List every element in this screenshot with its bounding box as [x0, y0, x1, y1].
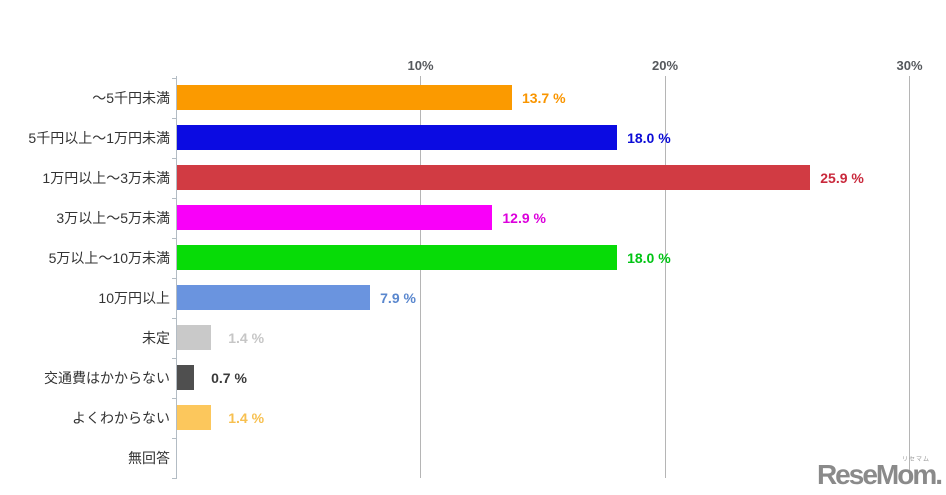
category-label: 無回答: [128, 450, 170, 466]
y-axis-tick: [172, 278, 177, 279]
category-label: 3万以上～5万未満: [56, 210, 170, 226]
logo-ruby-text: リセマム: [901, 457, 930, 463]
bar: [177, 165, 811, 190]
y-axis-tick: [172, 318, 177, 319]
category-label: よくわからない: [72, 410, 170, 426]
gridline-20%: [664, 76, 666, 478]
category-label: 1万円以上～3万未満: [42, 170, 170, 186]
category-label: 5万以上～10万未満: [48, 250, 170, 266]
value-label: 1.4 %: [228, 410, 265, 426]
x-axis-tick-label: 20%: [651, 58, 679, 73]
category-label: 5千円以上～1万円未満: [28, 130, 170, 146]
bar: [177, 85, 512, 110]
bar: [177, 365, 195, 390]
resemom-logo: リセマム ReseMom.: [816, 457, 943, 490]
y-axis-tick: [172, 398, 177, 399]
y-axis-tick: [172, 198, 177, 199]
bar: [177, 325, 212, 350]
y-axis-tick: [172, 358, 177, 359]
value-label: 13.7 %: [521, 90, 566, 106]
y-axis-tick: [172, 78, 177, 79]
category-label: 未定: [142, 330, 170, 346]
value-label: 25.9 %: [820, 170, 864, 186]
value-label: 7.9 %: [380, 290, 416, 306]
bar: [177, 285, 371, 310]
y-axis-line: [176, 76, 177, 478]
gridline-30%: [909, 76, 910, 478]
gridline-10%: [420, 76, 421, 478]
logo-text: ReseMom.: [816, 459, 943, 490]
bar: [177, 405, 212, 430]
category-label: 10万円以上: [98, 290, 170, 306]
bar: [177, 245, 618, 270]
value-label: 18.0 %: [627, 130, 671, 146]
category-label: 交通費はかからない: [44, 370, 170, 386]
category-label: ～5千円未満: [92, 90, 170, 106]
x-axis-tick-label: 30%: [896, 58, 923, 73]
bar: [177, 125, 618, 150]
value-label: 0.7 %: [211, 370, 247, 386]
value-label: 18.0 %: [627, 250, 671, 266]
bar: [177, 205, 493, 230]
x-axis-tick-label: 10%: [407, 58, 434, 73]
y-axis-tick: [172, 238, 177, 239]
value-label: 1.4 %: [228, 330, 265, 346]
y-axis-tick: [172, 438, 177, 439]
y-axis-tick: [172, 118, 177, 119]
value-label: 12.9 %: [502, 210, 546, 226]
y-axis-tick: [172, 158, 177, 159]
y-axis-tick: [172, 478, 177, 479]
